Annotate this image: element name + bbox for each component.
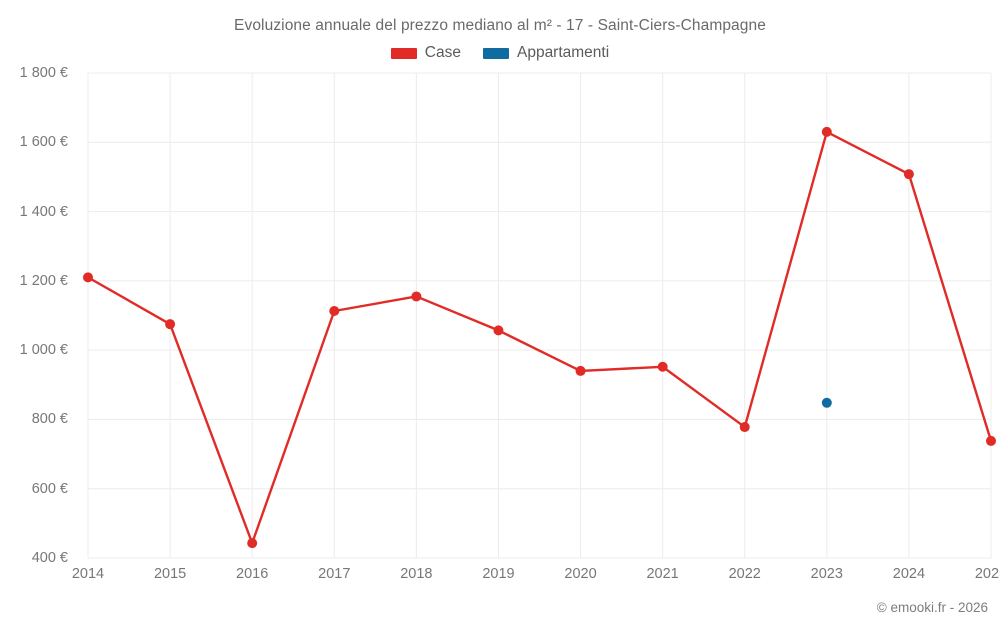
x-axis-tick-label: 2018 <box>400 566 433 582</box>
footer-credit: © emooki.fr - 2026 <box>876 600 988 615</box>
data-point-case[interactable] <box>821 126 832 137</box>
y-axis-tick-label: 800 € <box>31 411 68 428</box>
data-point-case[interactable] <box>739 422 750 433</box>
x-axis-tick-label: 2017 <box>318 566 351 582</box>
legend-label: Appartamenti <box>516 44 610 61</box>
data-point-case[interactable] <box>493 325 504 336</box>
series-line-case <box>86 130 993 545</box>
data-point-case[interactable] <box>986 435 996 446</box>
x-axis-labels: 2014 2015 2016 2017 2018 2019 2020 2021 2022 2023… <box>72 566 1000 590</box>
y-axis-tick-label: 400 € <box>31 550 68 566</box>
legend-swatch-icon <box>482 47 509 59</box>
data-point-case[interactable] <box>165 319 176 330</box>
x-axis-tick-label: 2021 <box>646 566 679 582</box>
y-axis-tick-label: 1 800 € <box>19 65 68 81</box>
legend-item-appartamenti[interactable]: Appartamenti <box>482 44 610 62</box>
x-axis-tick-label: 2025 <box>974 566 1000 582</box>
legend-item-case[interactable]: Case <box>390 44 461 62</box>
chart-title: Evoluzione annuale del prezzo mediano al… <box>234 17 766 34</box>
y-axis-tick-label: 600 € <box>31 480 68 497</box>
data-point-appartamenti[interactable] <box>821 397 832 408</box>
y-axis-tick-label: 1 400 € <box>19 203 68 220</box>
data-point-case[interactable] <box>83 272 93 283</box>
chart-legend: Case Appartamenti <box>0 44 1000 62</box>
x-axis-tick-label: 2023 <box>810 566 843 582</box>
data-point-case[interactable] <box>329 305 340 316</box>
data-point-case[interactable] <box>575 365 586 376</box>
legend-label: Case <box>424 44 461 61</box>
x-axis-tick-label: 2020 <box>564 566 597 582</box>
x-axis-tick-label: 2022 <box>728 566 761 582</box>
y-axis-tick-label: 1 600 € <box>19 134 68 151</box>
y-axis-tick-label: 1 000 € <box>19 342 68 359</box>
y-axis-labels: 400 € 600 € 800 € 1 000 € 1 200 € 1 400 € 1 60… <box>0 65 78 566</box>
data-point-case[interactable] <box>247 538 258 549</box>
legend-swatch-icon <box>390 47 417 59</box>
data-point-case[interactable] <box>411 291 422 302</box>
data-point-case[interactable] <box>903 169 914 180</box>
x-axis-tick-label: 2015 <box>153 566 187 582</box>
x-axis-tick-label: 2024 <box>892 566 926 582</box>
x-axis-tick-label: 2019 <box>482 566 515 582</box>
x-axis-tick-label: 2014 <box>71 566 105 582</box>
data-point-case[interactable] <box>657 361 668 372</box>
x-axis-tick-label: 2016 <box>236 566 269 582</box>
y-axis-tick-label: 1 200 € <box>19 272 68 289</box>
